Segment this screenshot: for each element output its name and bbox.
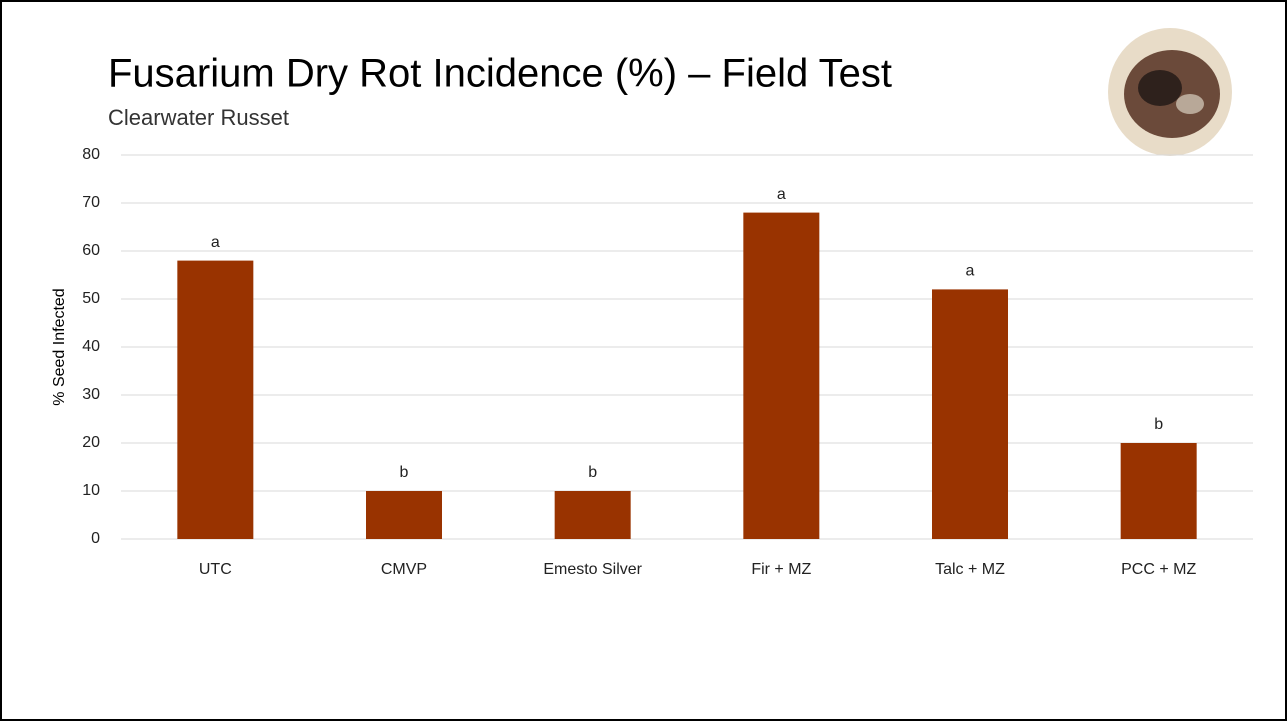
y-tick-label: 50	[82, 290, 100, 307]
y-tick-label: 80	[82, 146, 100, 163]
bar	[554, 491, 631, 539]
chart-title: Fusarium Dry Rot Incidence (%) – Field T…	[108, 52, 892, 96]
significance-letter: b	[1154, 416, 1163, 433]
y-tick-label: 20	[82, 434, 100, 451]
y-tick-label: 10	[82, 482, 100, 499]
y-tick-label: 70	[82, 194, 100, 211]
chart-subtitle: Clearwater Russet	[108, 105, 289, 130]
y-tick-label: 30	[82, 386, 100, 403]
potato-photo	[1108, 28, 1232, 156]
y-tick-label: 40	[82, 338, 100, 355]
significance-letter: b	[588, 464, 597, 481]
photo-dark	[1138, 70, 1182, 106]
significance-letter: a	[966, 263, 975, 280]
bar	[932, 289, 1008, 539]
x-tick-label: PCC + MZ	[1121, 561, 1196, 578]
bar	[743, 212, 820, 539]
x-tick-label: Emesto Silver	[543, 561, 642, 578]
y-tick-label: 60	[82, 242, 100, 259]
x-tick-label: CMVP	[381, 561, 427, 578]
significance-letter: a	[211, 234, 220, 251]
photo-light	[1176, 94, 1204, 114]
bar	[366, 491, 442, 539]
y-tick-label: 0	[91, 530, 100, 547]
significance-letter: a	[777, 186, 786, 203]
significance-letter: b	[400, 464, 409, 481]
bar	[177, 260, 254, 539]
x-tick-label: UTC	[199, 561, 232, 578]
bar	[1120, 443, 1197, 539]
y-axis-label: % Seed Infected	[51, 288, 68, 405]
x-tick-label: Talc + MZ	[935, 561, 1005, 578]
x-tick-label: Fir + MZ	[751, 561, 811, 578]
